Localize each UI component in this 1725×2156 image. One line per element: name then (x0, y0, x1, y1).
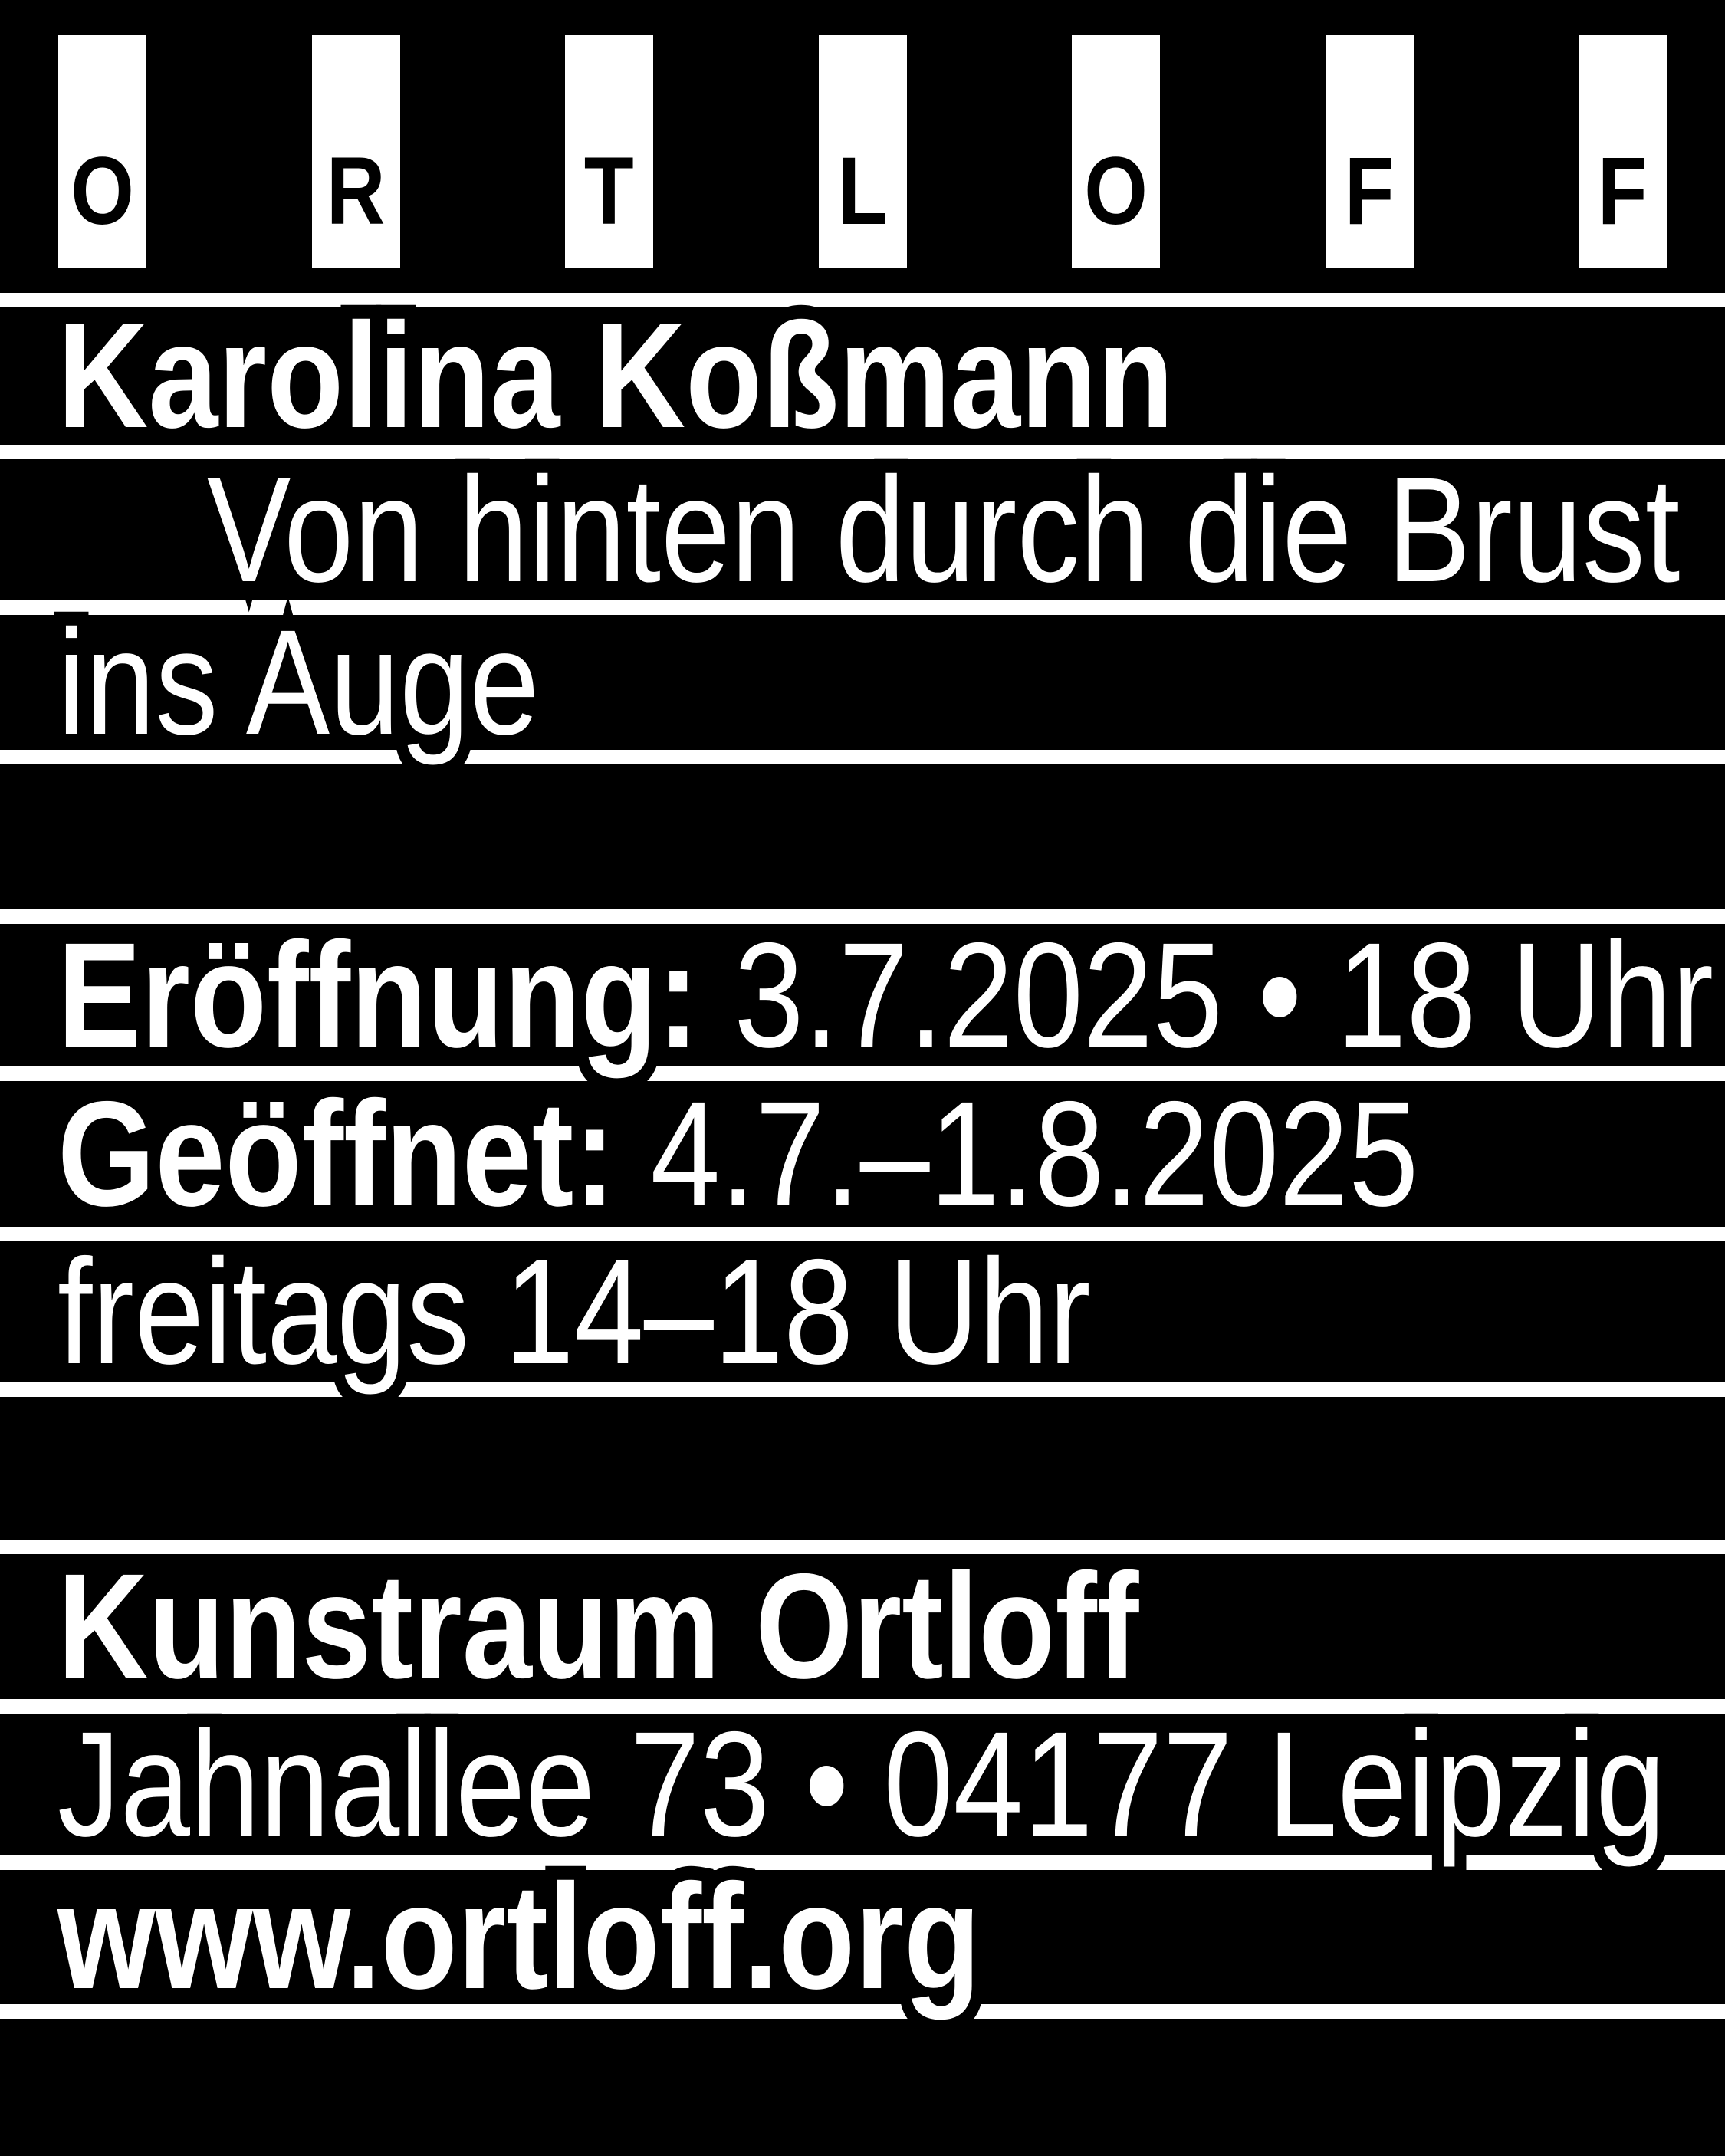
exhibition-title-text-2: ins Auge (58, 599, 540, 766)
separator-line (0, 1855, 1725, 1870)
separator-line (0, 1699, 1725, 1714)
venue-address-text: Jahnallee 73 • 04177 Leipzig (58, 1701, 1666, 1868)
row-open-dates: Geöffnet: 4.7.–1.8.2025 Geöffnet: 4.7.–1… (46, 1066, 1431, 1243)
row-website-url: www.ortloff.org www.ortloff.org (46, 1849, 992, 2026)
venue-name-text: Kunstraum Ortloff (58, 1543, 1139, 1710)
logo-letter-o: O (71, 138, 134, 245)
separator-line (0, 2004, 1725, 2019)
separator-line (0, 293, 1725, 307)
separator-line (0, 750, 1725, 764)
row-exhibition-title-line-2: ins Auge ins Auge (46, 594, 551, 771)
logo-letter-f: F (1344, 138, 1395, 245)
website-url-text: www.ortloff.org (58, 1853, 981, 2020)
separator-line (0, 445, 1725, 459)
exhibition-title-text-1: Von hinten durch die Brust (207, 446, 1681, 613)
opening-info-text: Eröffnung: 3.7.2025 • 18 Uhr (58, 912, 1714, 1079)
logo-bar: F (1325, 35, 1414, 268)
separator-line (0, 1382, 1725, 1397)
open-dates-text: Geöffnet: 4.7.–1.8.2025 (58, 1070, 1419, 1237)
logo-letter-t: T (584, 138, 634, 245)
row-opening-info: Eröffnung: 3.7.2025 • 18 Uhr Eröffnung: … (46, 907, 1725, 1084)
row-artist-name: Karolina Koßmann Karolina Koßmann (46, 288, 1185, 465)
logo-letter-f2: F (1598, 138, 1648, 245)
logo-letter-o2: O (1084, 138, 1148, 245)
separator-line (0, 600, 1725, 615)
separator-line (0, 909, 1725, 924)
row-venue-name: Kunstraum Ortloff Kunstraum Ortloff (46, 1538, 1151, 1715)
ortloff-logo: O R T L O F F (58, 35, 1667, 268)
logo-bar: O (1072, 35, 1160, 268)
separator-line (0, 1227, 1725, 1241)
logo-bar: O (58, 35, 146, 268)
separator-line (0, 1540, 1725, 1554)
logo-bar: L (818, 35, 907, 268)
artist-name-text: Karolina Koßmann (58, 292, 1175, 459)
row-opening-hours: freitags 14–18 Uhr freitags 14–18 Uhr (46, 1224, 1102, 1401)
logo-bar: T (565, 35, 653, 268)
opening-hours-text: freitags 14–18 Uhr (58, 1228, 1091, 1395)
logo-letter-l: L (837, 138, 888, 245)
row-venue-address: Jahnallee 73 • 04177 Leipzig Jahnallee 7… (46, 1696, 1677, 1873)
logo-bar: R (311, 35, 400, 268)
separator-line (0, 1066, 1725, 1081)
row-exhibition-title-line-1: Von hinten durch die Brust Von hinten du… (196, 442, 1692, 619)
logo-letter-r: R (326, 138, 386, 245)
logo-bar: F (1579, 35, 1667, 268)
